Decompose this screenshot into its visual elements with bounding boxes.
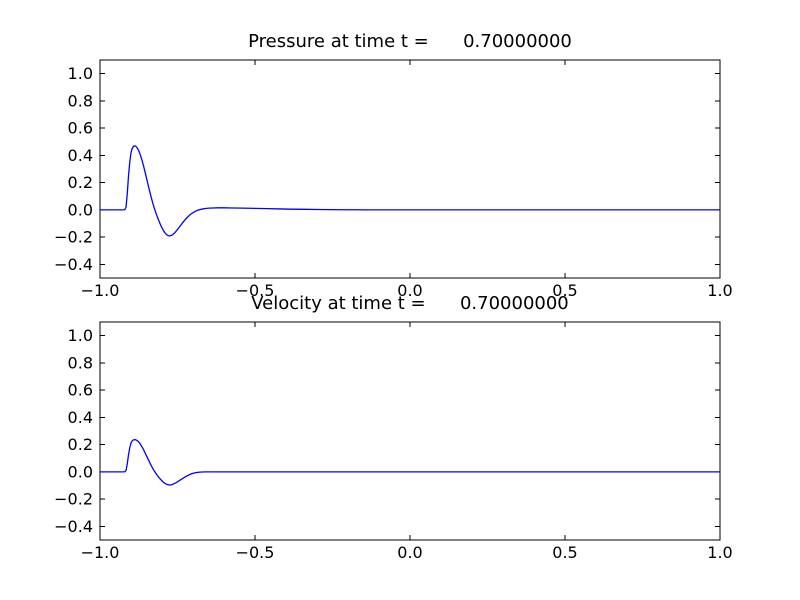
velocity-subplot: −1.0 −0.5 0.0 0.5 1.0 1.0 0.8 0.6 0.4 0.2 0.0 −0.2 −… [54,321,733,562]
y-tick-label: 0.6 [68,381,93,400]
y-tick-label: 0.2 [68,173,93,192]
y-tick-label: −0.4 [54,517,93,536]
x-tick-label: 0.0 [397,543,422,562]
y-tick-label: 1.0 [68,64,93,83]
x-tick-label: 1.0 [707,543,732,562]
x-tick-label: −1.0 [81,543,120,562]
x-tick-label: −0.5 [236,281,275,300]
pressure-title: Pressure at time t = 0.70000000 [248,31,572,52]
axes-frame [99,321,721,541]
y-tick-label: −0.4 [54,255,93,274]
y-tick-label: 0.8 [68,353,93,372]
x-tick-label: −0.5 [236,543,275,562]
x-tick-label: 1.0 [707,281,732,300]
y-tick-label: 0.4 [68,408,93,427]
y-tick-label: 0.6 [68,119,93,138]
axes-frame [99,59,721,279]
x-tick-label: 0.0 [397,281,422,300]
y-tick-label: 0.0 [68,462,93,481]
velocity-line [99,438,721,486]
velocity-title: Velocity at time t = 0.70000000 [251,293,569,314]
y-tick-label: 0.4 [68,146,93,165]
pressure-line [99,145,721,237]
y-tick-label: −0.2 [54,490,93,509]
y-tick-label: −0.2 [54,228,93,247]
y-tick-label: 0.0 [68,200,93,219]
x-tick-label: 0.5 [552,281,577,300]
pressure-subplot: −1.0 −0.5 0.0 0.5 1.0 1.0 0.8 0.6 0.4 0.2 0.0 −0.2 −… [54,59,733,300]
x-tick-label: −1.0 [81,281,120,300]
y-tick-label: 1.0 [68,326,93,345]
y-tick-label: 0.2 [68,435,93,454]
x-tick-label: 0.5 [552,543,577,562]
y-tick-label: 0.8 [68,91,93,110]
